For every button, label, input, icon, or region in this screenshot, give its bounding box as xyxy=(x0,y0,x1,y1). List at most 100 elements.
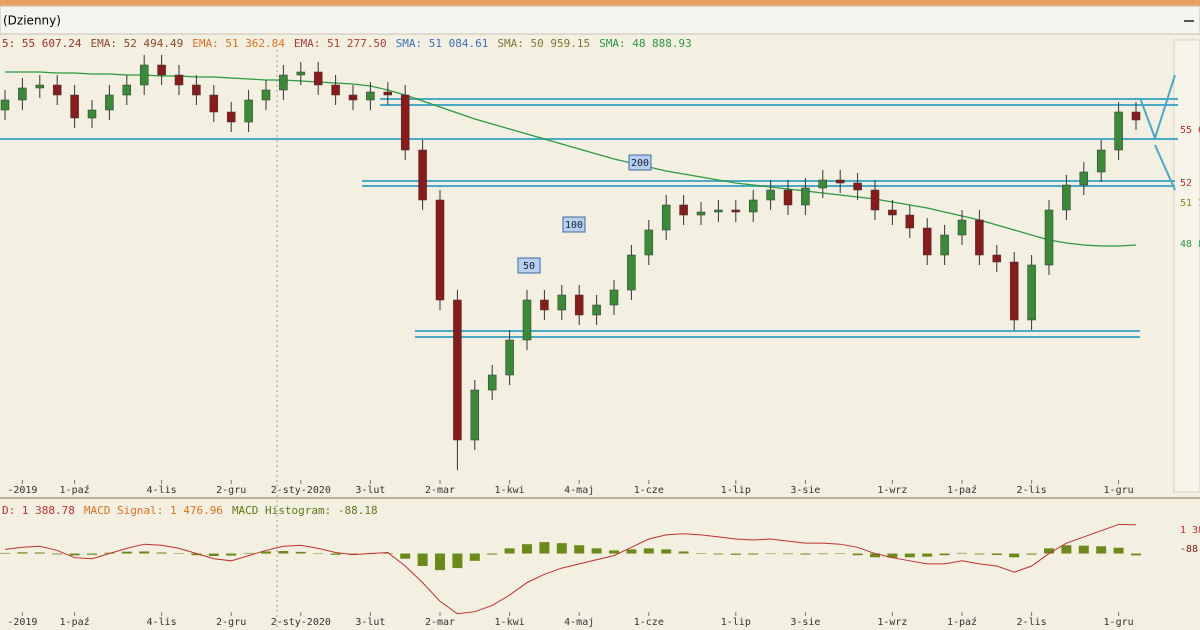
annotation-box xyxy=(628,154,652,171)
legend-item: MACD Signal: 1 476.96 xyxy=(84,504,223,517)
candle-body xyxy=(366,91,375,101)
histogram-bar xyxy=(887,553,898,558)
histogram-bar xyxy=(713,553,724,555)
histogram-bar xyxy=(730,553,741,555)
histogram-bar xyxy=(278,551,289,554)
histogram-bar xyxy=(800,553,811,555)
candle-body xyxy=(192,84,201,96)
macd-line xyxy=(4,523,1137,615)
annotation: 200 xyxy=(631,158,649,169)
candle-body xyxy=(52,84,62,96)
histogram-bar xyxy=(626,549,637,554)
legend-item: SMA: 51 084.61 xyxy=(396,37,489,50)
x-tick-label: 2-gru xyxy=(216,617,246,628)
x-tick-label: 4-maj xyxy=(564,485,594,496)
candle-body xyxy=(1114,111,1123,151)
candle-body xyxy=(505,339,514,376)
x-tick-label: 4-lis xyxy=(147,485,177,496)
histogram-bar xyxy=(208,553,219,557)
candle-body xyxy=(940,234,949,256)
candle-body xyxy=(1062,184,1071,211)
candle-body xyxy=(296,71,306,76)
candle-body xyxy=(435,199,445,301)
x-tick-label: 1-lip xyxy=(721,485,751,496)
candle-body xyxy=(661,204,671,231)
annotation: 50 xyxy=(523,261,535,272)
x-tick-label: 1-lip xyxy=(721,617,751,628)
annotation-box xyxy=(517,257,541,274)
x-tick-label: 1-cze xyxy=(634,485,664,496)
indicator-label: -88 xyxy=(1180,544,1198,555)
x-tick-label: 1-paź xyxy=(947,484,977,496)
x-tick-label: 1-wrz xyxy=(877,485,907,496)
candle-body xyxy=(279,74,288,91)
annotation: 100 xyxy=(565,220,583,231)
histogram-bar xyxy=(957,552,967,554)
x-tick-label: 1-cze xyxy=(634,617,664,628)
x-tick-label: 4-lis xyxy=(147,617,177,628)
histogram-bar xyxy=(748,553,759,555)
x-tick-label: 1-kwi xyxy=(495,617,525,628)
candle-body xyxy=(818,179,828,189)
x-tick-label: 2-lis xyxy=(1017,485,1047,496)
candle-body xyxy=(574,294,584,316)
window-title: (Dzienny) xyxy=(3,14,61,28)
legend-item: EMA: 51 362.84 xyxy=(192,37,285,50)
x-tick-label: -2019 xyxy=(7,617,37,628)
histogram-bar xyxy=(1113,547,1124,554)
candle-body xyxy=(1131,111,1141,121)
histogram-bar xyxy=(939,553,950,556)
moving-average xyxy=(5,71,1137,247)
histogram-bar xyxy=(87,553,97,555)
minimize-button[interactable] xyxy=(1184,20,1194,22)
indicator-label: 1 38 xyxy=(1180,525,1200,536)
histogram-bar xyxy=(400,553,411,559)
candle-body xyxy=(418,149,427,201)
histogram-bar xyxy=(591,548,602,554)
candle-body xyxy=(1096,149,1106,173)
candle-body xyxy=(644,229,654,256)
candle-body xyxy=(331,84,340,96)
x-tick-label: 3-sie xyxy=(790,617,820,628)
candle-body xyxy=(870,189,880,211)
histogram-bar xyxy=(191,553,202,556)
histogram-bar xyxy=(574,545,585,554)
histogram-bar xyxy=(487,553,498,555)
histogram-bar xyxy=(52,553,63,555)
candle-body xyxy=(139,64,149,86)
x-tick-label: 2-gru xyxy=(216,485,246,496)
histogram-bar xyxy=(991,553,1002,555)
candle-body xyxy=(853,182,862,191)
candle-body xyxy=(1079,171,1089,186)
histogram-bar xyxy=(417,553,428,566)
x-tick-label: 2-mar xyxy=(425,617,455,628)
legend-item: 5: 55 607.24 xyxy=(2,37,82,50)
candle-body xyxy=(975,219,984,256)
candle-body xyxy=(609,289,619,306)
x-tick-label: 1-paź xyxy=(947,616,977,628)
top-stripe xyxy=(0,0,1200,6)
histogram-bar xyxy=(922,553,933,557)
histogram-bar xyxy=(1026,553,1037,555)
candle-body xyxy=(731,209,741,213)
candle-body xyxy=(905,214,915,229)
histogram-bar xyxy=(156,552,167,554)
title-bar xyxy=(0,5,1200,35)
candle-body xyxy=(313,71,323,86)
x-tick-label: 4-maj xyxy=(564,617,594,628)
legend-item: EMA: 51 277.50 xyxy=(294,37,387,50)
candle-body xyxy=(957,219,967,236)
candle-body xyxy=(383,91,393,96)
x-tick-label: 1-gru xyxy=(1104,485,1134,496)
legend-item: MACD Histogram: -88.18 xyxy=(232,504,378,517)
candle-body xyxy=(87,109,97,119)
plot: 5: 55 607.24 EMA: 52 494.49 EMA: 51 362.84… xyxy=(0,37,1200,628)
histogram-bar xyxy=(69,553,80,556)
histogram-bar xyxy=(121,551,132,554)
price-strip xyxy=(1173,39,1200,493)
histogram-bar xyxy=(661,549,672,554)
support-lines xyxy=(0,74,1178,338)
x-tick-label: 1-kwi xyxy=(495,485,525,496)
